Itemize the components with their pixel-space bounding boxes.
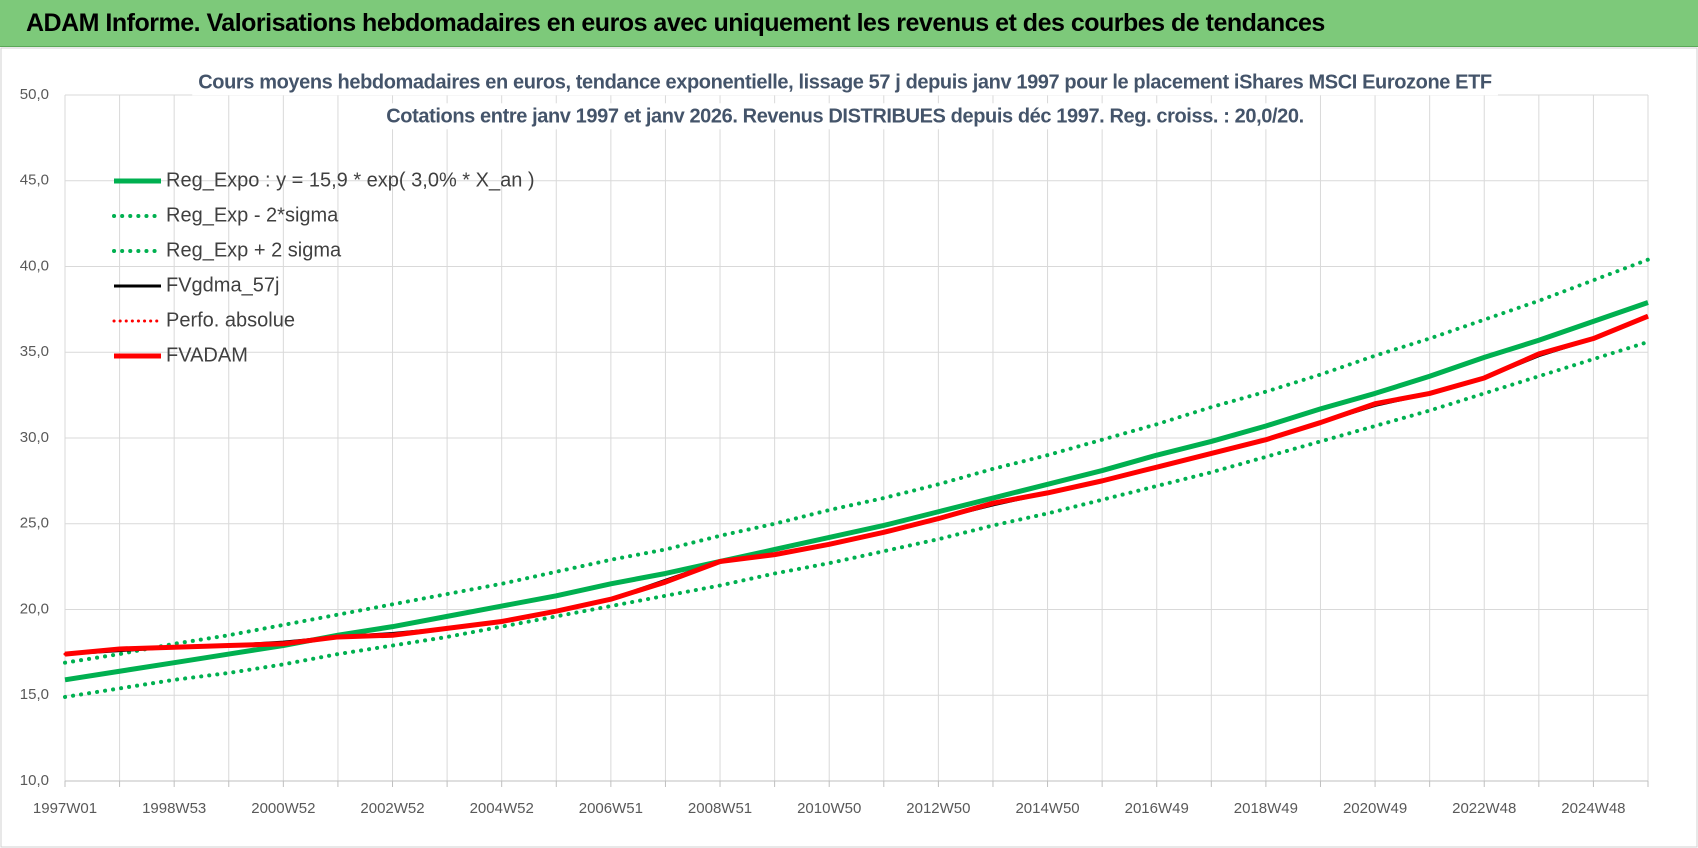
- chart-title: Cours moyens hebdomadaires en euros, ten…: [198, 71, 1492, 93]
- y-tick-label: 25,0: [20, 515, 49, 532]
- x-tick-label: 2022W48: [1452, 800, 1516, 817]
- x-tick-label: 1998W53: [142, 800, 206, 817]
- y-tick-label: 35,0: [20, 343, 49, 360]
- legend-label: Reg_Expo : y = 15,9 * exp( 3,0% * X_an ): [166, 169, 535, 191]
- y-tick-label: 15,0: [20, 686, 49, 703]
- x-tick-label: 2018W49: [1234, 800, 1298, 817]
- x-tick-label: 2002W52: [360, 800, 424, 817]
- legend-label: Reg_Exp + 2 sigma: [166, 239, 342, 261]
- legend-label: FVADAM: [166, 344, 248, 366]
- x-tick-label: 2016W49: [1125, 800, 1189, 817]
- x-tick-label: 2004W52: [470, 800, 534, 817]
- x-tick-label: 2020W49: [1343, 800, 1407, 817]
- y-tick-label: 50,0: [20, 86, 49, 103]
- x-tick-label: 2006W51: [579, 800, 643, 817]
- series-line: [64, 313, 1649, 657]
- y-tick-label: 45,0: [20, 172, 49, 189]
- x-tick-label: 2014W50: [1015, 800, 1079, 817]
- title-backing: [380, 103, 1310, 130]
- series-line: [64, 314, 1649, 656]
- x-tick-label: 2010W50: [797, 800, 861, 817]
- chart: 10,0 15,0 20,0 25,0 30,0 35,0 40,0 45,0 50,0 1997…: [0, 47, 1698, 848]
- x-tick-label: 2012W50: [906, 800, 970, 817]
- x-tick-label: 2008W51: [688, 800, 752, 817]
- series-line: [63, 257, 1650, 665]
- legend-label: Perfo. absolue: [166, 309, 295, 331]
- series-line: [63, 314, 1650, 656]
- y-tick-label: 10,0: [20, 772, 49, 789]
- x-tick-label: 2024W48: [1561, 800, 1625, 817]
- x-tick-label: 2000W52: [251, 800, 315, 817]
- header-title: ADAM Informe. Valorisations hebdomadaire…: [26, 9, 1325, 37]
- legend-label: Reg_Exp - 2*sigma: [166, 204, 339, 226]
- y-tick-label: 20,0: [20, 600, 49, 617]
- title-backing: [192, 69, 1498, 96]
- series-line: [64, 300, 1649, 683]
- chart-subtitle: Cotations entre janv 1997 et janv 2026. …: [386, 105, 1303, 127]
- legend-label: FVgdma_57j: [166, 274, 279, 296]
- y-tick-label: 40,0: [20, 257, 49, 274]
- y-tick-label: 30,0: [20, 429, 49, 446]
- chart-frame: [0, 47, 1698, 848]
- x-tick-label: 1997W01: [33, 800, 97, 817]
- header-bar: ADAM Informe. Valorisations hebdomadaire…: [0, 0, 1698, 47]
- series-line: [63, 339, 1650, 699]
